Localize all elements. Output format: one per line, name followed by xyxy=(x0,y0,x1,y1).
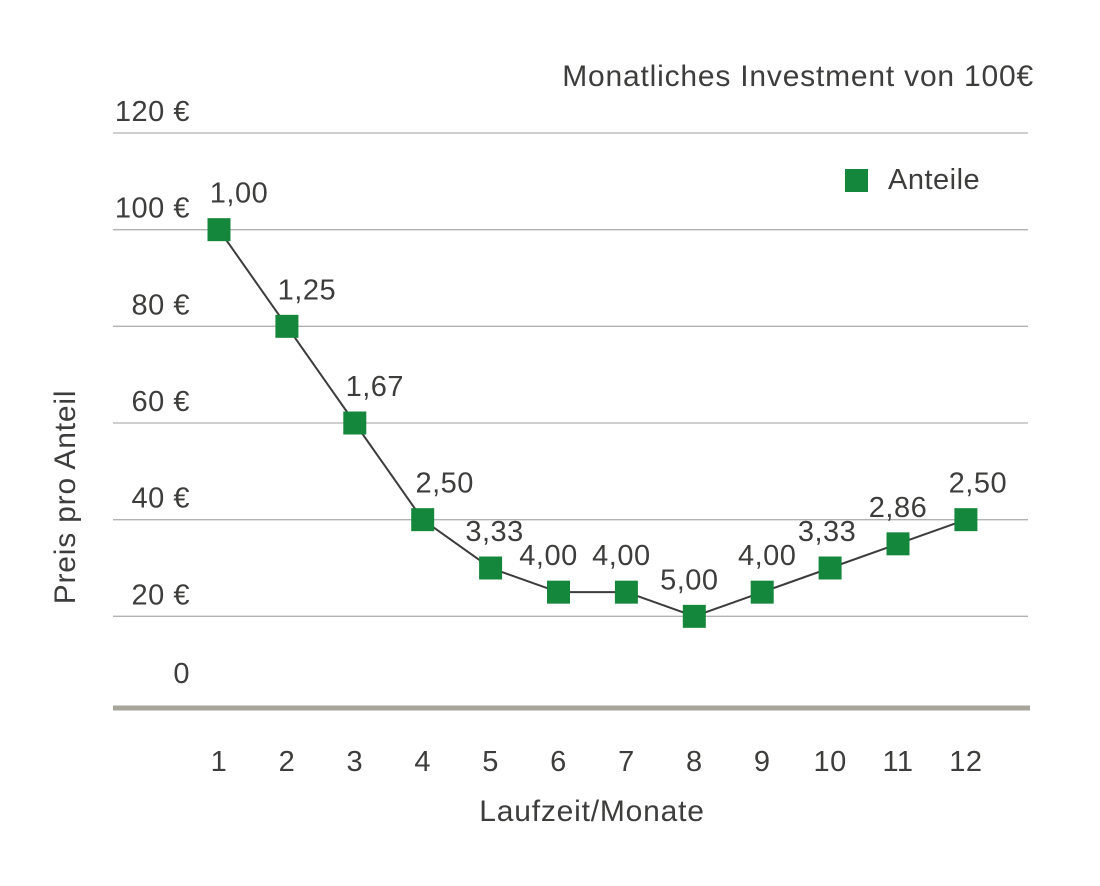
data-point-marker xyxy=(954,508,978,532)
x-tick-label: 6 xyxy=(550,746,567,778)
legend: Anteile xyxy=(845,164,980,197)
data-point-label: 3,33 xyxy=(798,516,856,548)
x-tick-label: 3 xyxy=(346,746,363,778)
data-point-label: 1,25 xyxy=(278,274,336,306)
x-tick-label: 8 xyxy=(686,746,703,778)
x-tick-label: 10 xyxy=(813,746,846,778)
x-tick-label: 12 xyxy=(949,746,982,778)
data-point-marker xyxy=(750,580,774,604)
x-tick-label: 9 xyxy=(754,746,771,778)
x-tick-label: 11 xyxy=(882,746,913,778)
data-point-label: 1,00 xyxy=(210,178,268,210)
data-point-marker xyxy=(275,314,299,338)
data-point-marker xyxy=(343,411,367,435)
chart-title: Monatliches Investment von 100€ xyxy=(562,60,1034,93)
data-point-marker xyxy=(886,532,910,556)
data-point-label: 4,00 xyxy=(738,540,796,572)
legend-square-marker-icon xyxy=(845,169,868,192)
data-point-marker xyxy=(682,604,706,628)
legend-label: Anteile xyxy=(888,164,981,196)
data-point-label: 2,50 xyxy=(415,468,473,500)
data-point-marker xyxy=(207,218,231,242)
x-tick-label: 7 xyxy=(618,746,635,778)
y-tick-label: 20 € xyxy=(132,579,190,611)
data-point-label: 4,00 xyxy=(519,540,577,572)
data-point-label: 2,86 xyxy=(869,492,927,524)
data-point-marker xyxy=(479,556,503,580)
data-point-label: 2,50 xyxy=(949,468,1007,500)
x-tick-label: 2 xyxy=(279,746,296,778)
y-tick-label: 40 € xyxy=(132,483,190,515)
x-tick-label: 4 xyxy=(414,746,431,778)
data-point-marker xyxy=(818,556,842,580)
y-tick-label: 100 € xyxy=(115,193,190,225)
data-point-marker xyxy=(411,508,435,532)
x-tick-label: 1 xyxy=(211,746,228,778)
y-tick-label: 60 € xyxy=(132,386,190,418)
y-tick-label: 0 xyxy=(173,658,190,690)
x-axis-title: Laufzeit/Monate xyxy=(479,795,705,828)
y-tick-label: 120 € xyxy=(115,96,190,128)
y-axis-title: Preis pro Anteil xyxy=(49,389,82,605)
data-point-label: 1,67 xyxy=(346,371,404,403)
data-point-marker xyxy=(547,580,570,604)
y-tick-label: 80 € xyxy=(132,289,190,321)
data-point-label: 4,00 xyxy=(592,540,650,572)
data-point-marker xyxy=(614,580,638,604)
x-tick-label: 5 xyxy=(482,746,499,778)
data-point-label: 3,33 xyxy=(465,516,523,548)
data-point-label: 5,00 xyxy=(660,564,718,596)
